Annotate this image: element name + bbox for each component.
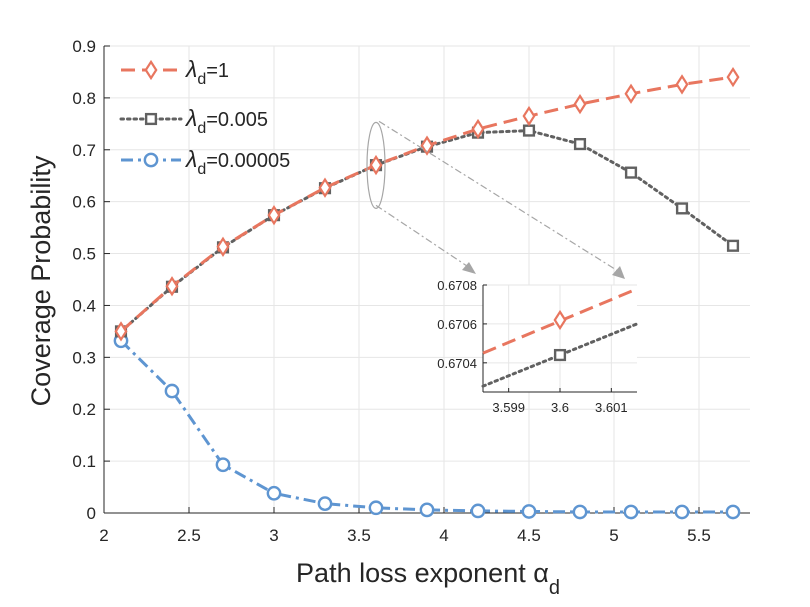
data-point: [318, 177, 332, 198]
series-layer: [113, 66, 741, 520]
data-point: [369, 154, 383, 176]
x-tick-label: 3: [269, 526, 278, 545]
y-tick-label: 0.4: [72, 296, 96, 315]
data-point: [266, 485, 282, 501]
legend-subscript: d: [197, 71, 206, 88]
data-point: [624, 166, 638, 179]
inset-x-tick-label: 3.599: [492, 400, 525, 415]
data-point: [674, 504, 690, 520]
legend-marker: [144, 112, 158, 126]
data-point: [522, 105, 536, 127]
zoom-callout: [366, 120, 625, 279]
data-point: [726, 239, 740, 252]
y-tick-label: 0.3: [72, 348, 96, 367]
x-tick-label: 2: [99, 526, 108, 545]
y-axis-label: Coverage Probability: [26, 155, 56, 406]
x-tick-label: 4: [439, 526, 448, 545]
data-point: [215, 457, 231, 473]
legend-value: =0.00005: [206, 150, 290, 172]
data-point: [267, 204, 281, 226]
data-point: [470, 503, 486, 519]
y-tick-label: 0.6: [72, 193, 96, 212]
y-tick-label: 0.1: [72, 452, 96, 471]
inset-y-tick-label: 0.6706: [437, 317, 477, 332]
inset-x-tick-label: 3.6: [551, 400, 569, 415]
zoom-connector-right: [378, 120, 619, 272]
y-tick-label: 0.7: [72, 141, 96, 160]
legend-symbol: λ: [184, 56, 197, 82]
data-point: [572, 504, 588, 520]
data-point: [624, 83, 638, 104]
inset-data-point: [553, 348, 567, 362]
legend-marker: [144, 59, 158, 81]
data-point: [165, 276, 179, 297]
inset-data-point: [553, 309, 567, 331]
data-point: [216, 236, 230, 257]
y-tick-label: 0.9: [72, 37, 96, 56]
axes: 2 2.5 3 3.5 4 4.5 5 5.5 0 0.1 0.2 0.3 0.4 0.5 0.6 0.7 0.…: [72, 37, 750, 545]
legend-value: =0.005: [206, 109, 268, 131]
y-tick-label: 0.8: [72, 89, 96, 108]
legend-entry-circle: λd=0.00005: [121, 146, 290, 178]
legend-entry-diamond: λd=1: [121, 56, 229, 88]
y-tick-label: 0.2: [72, 400, 96, 419]
data-point: [521, 504, 537, 519]
data-point: [726, 66, 740, 88]
zoom-connector-left: [375, 204, 471, 269]
zoom-arrowhead-right: [612, 266, 625, 279]
zoom-arrowhead-left: [462, 262, 476, 274]
data-point: [623, 504, 639, 520]
data-point: [420, 135, 434, 156]
legend-entry-square: λd=0.005: [119, 105, 268, 137]
data-point: [725, 504, 741, 520]
inset-y-tick-label: 0.6708: [437, 278, 477, 293]
x-tick-label: 2.5: [177, 526, 201, 545]
legend-label: λd=1: [184, 56, 229, 88]
inset-y-tick-label: 0.6704: [437, 356, 477, 371]
legend-label: λd=0.005: [184, 105, 268, 137]
data-point: [164, 383, 180, 399]
legend-label: λd=0.00005: [184, 146, 290, 178]
series-circle: [113, 333, 741, 520]
data-point: [675, 74, 689, 95]
data-point: [471, 118, 485, 140]
data-point: [114, 321, 128, 342]
legend-value: =1: [206, 60, 229, 82]
x-tick-label: 5.5: [687, 526, 711, 545]
data-point: [419, 502, 435, 518]
x-tick-label: 4.5: [517, 526, 541, 545]
series-diamond: [114, 66, 740, 342]
y-tick-label: 0.5: [72, 245, 96, 264]
inset-series-square: [481, 322, 639, 388]
data-point: [675, 202, 689, 215]
data-point: [573, 93, 587, 115]
data-point: [522, 124, 536, 137]
data-point: [573, 137, 587, 151]
legend-subscript: d: [197, 161, 206, 178]
data-point: [368, 500, 384, 516]
inset-series-diamond: [482, 287, 638, 355]
x-axis-label: Path loss exponent αd: [296, 558, 560, 599]
y-tick-label: 0: [87, 504, 96, 523]
x-axis-label-subscript: d: [549, 577, 560, 599]
x-tick-label: 5: [609, 526, 618, 545]
legend-symbol: λ: [184, 105, 197, 131]
inset-plot: 3.599 3.6 3.601 0.6704 0.6706 0.6708: [437, 278, 639, 415]
inset-x-tick-label: 3.601: [595, 400, 628, 415]
data-point: [317, 496, 333, 512]
legend-marker: [143, 152, 159, 168]
axis-labels: Coverage Probability Path loss exponent …: [26, 155, 560, 599]
legend-subscript: d: [197, 120, 206, 137]
inset-series-line: [482, 287, 638, 355]
legend-symbol: λ: [184, 146, 197, 172]
zoom-ellipse: [366, 121, 386, 209]
x-tick-label: 3.5: [347, 526, 371, 545]
